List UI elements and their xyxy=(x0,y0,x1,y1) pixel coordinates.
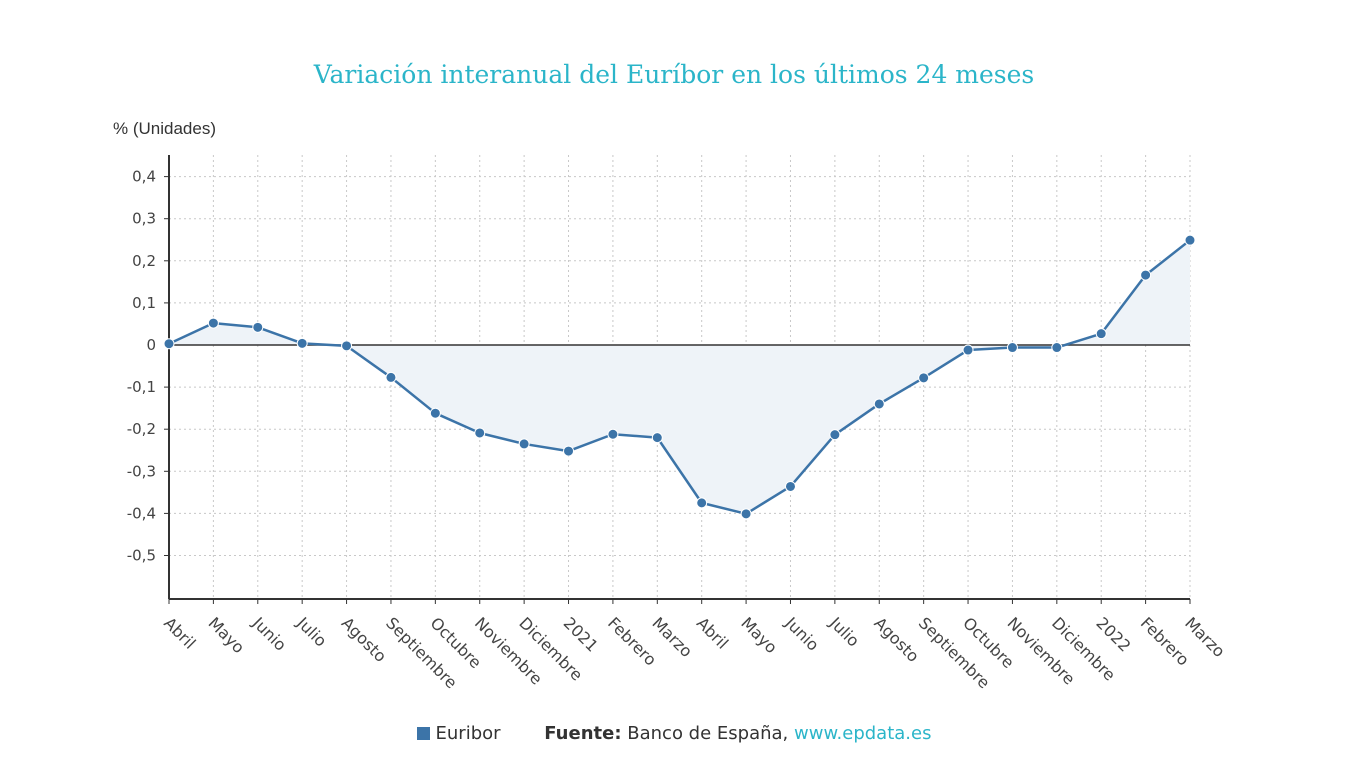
series-area-fill xyxy=(169,240,1190,514)
data-point[interactable] xyxy=(696,497,708,509)
x-tick-label: 2022 xyxy=(1092,613,1134,655)
y-tick-label: -0,1 xyxy=(127,378,156,396)
data-point[interactable] xyxy=(784,480,796,492)
source-label: Fuente: xyxy=(544,723,622,744)
y-tick-label: -0,3 xyxy=(127,462,156,480)
data-point[interactable] xyxy=(829,429,841,441)
x-tick-label: Febrero xyxy=(1137,613,1193,669)
y-tick-label: -0,4 xyxy=(127,504,156,522)
data-point[interactable] xyxy=(607,428,619,440)
data-point[interactable] xyxy=(873,398,885,410)
x-tick-label: Junio xyxy=(781,613,823,655)
x-tick-label: Abril xyxy=(693,613,732,652)
y-axis-unit-label: % (Unidades) xyxy=(113,119,216,138)
data-point[interactable] xyxy=(341,340,353,352)
legend: Euribor Fuente: Banco de España, www.epd… xyxy=(0,723,1348,744)
data-point[interactable] xyxy=(1051,342,1063,354)
data-point[interactable] xyxy=(474,427,486,439)
legend-series-label: Euribor xyxy=(435,723,501,744)
data-point[interactable] xyxy=(563,445,575,457)
data-point[interactable] xyxy=(1006,342,1018,354)
data-point[interactable] xyxy=(1140,269,1152,281)
data-point[interactable] xyxy=(1095,328,1107,340)
data-point[interactable] xyxy=(163,338,175,350)
y-tick-label: 0 xyxy=(146,336,156,354)
x-axis-ticks: Abril Mayo Junio Julio AgostoSeptiembreOctub… xyxy=(160,599,1229,692)
data-point[interactable] xyxy=(518,438,530,450)
data-point[interactable] xyxy=(651,432,663,444)
legend-swatch-euribor xyxy=(416,727,430,740)
y-tick-label: 0,1 xyxy=(132,294,156,312)
data-points xyxy=(163,234,1196,520)
data-point[interactable] xyxy=(918,372,930,384)
y-tick-label: 0,4 xyxy=(132,168,156,186)
chart-title: Variación interanual del Euríbor en los … xyxy=(313,60,1035,89)
x-tick-label: Junio xyxy=(248,613,290,655)
x-tick-label: Mayo xyxy=(205,613,249,657)
data-point[interactable] xyxy=(252,321,264,333)
source-link[interactable]: www.epdata.es xyxy=(794,723,932,744)
x-tick-label: Agosto xyxy=(338,613,391,666)
x-tick-label: Febrero xyxy=(604,613,660,669)
y-tick-label: 0,3 xyxy=(132,210,156,228)
data-point[interactable] xyxy=(385,371,397,383)
data-point[interactable] xyxy=(740,508,752,520)
data-point[interactable] xyxy=(296,337,308,349)
axes xyxy=(168,155,1190,600)
series-line xyxy=(168,239,1191,516)
y-tick-label: -0,5 xyxy=(127,547,156,565)
y-tick-label: 0,2 xyxy=(132,252,156,270)
source-text: Banco de España, xyxy=(627,723,789,744)
data-point[interactable] xyxy=(429,407,441,419)
x-tick-label: Julio xyxy=(825,613,863,651)
y-tick-label: -0,2 xyxy=(127,420,156,438)
x-tick-label: Mayo xyxy=(737,613,781,657)
data-point[interactable] xyxy=(1184,234,1196,246)
y-axis-ticks: 0,4 0,3 0,2 0,1 0 -0,1 -0,2 -0,3 -0,4 -0,5 xyxy=(127,168,169,565)
x-tick-label: Julio xyxy=(293,613,331,651)
x-tick-label: Agosto xyxy=(870,613,923,666)
data-point[interactable] xyxy=(207,317,219,329)
x-tick-label: 2021 xyxy=(560,613,602,655)
x-tick-label: Abril xyxy=(160,613,199,652)
data-point[interactable] xyxy=(962,344,974,356)
